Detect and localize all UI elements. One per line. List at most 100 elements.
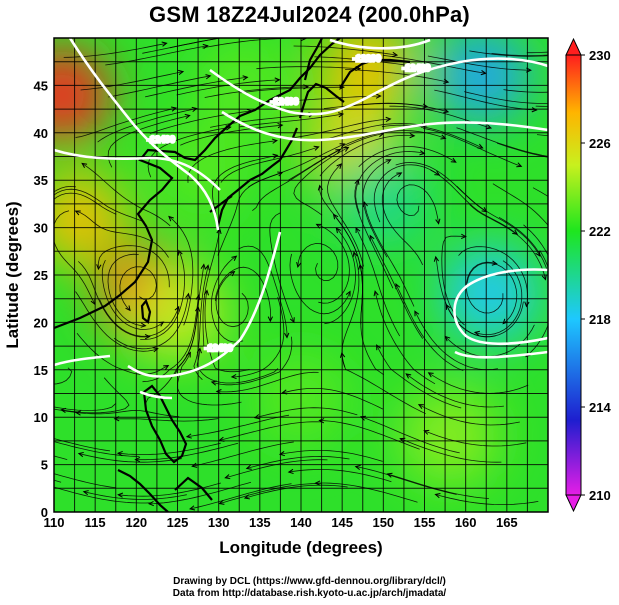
streamline <box>503 89 548 93</box>
streamline-arrowhead <box>551 325 555 330</box>
streamline <box>214 266 272 322</box>
streamline-arrowhead <box>117 492 124 498</box>
streamline <box>474 260 523 335</box>
streamline-arrowhead <box>445 303 451 310</box>
streamline <box>360 416 460 454</box>
y-tick-label: 45 <box>34 78 48 93</box>
streamline <box>204 290 250 373</box>
x-tick-label: 120 <box>125 515 147 530</box>
streamline <box>373 164 440 223</box>
streamline <box>54 185 76 193</box>
streamline-arrowhead <box>296 261 302 269</box>
field-blob <box>442 245 539 342</box>
streamline <box>177 352 242 406</box>
streamline-arrowhead <box>203 289 210 296</box>
streamline-arrowhead <box>386 472 393 478</box>
streamline <box>355 151 425 214</box>
colorbar-tick-label: 218 <box>589 312 611 327</box>
streamline-arrowhead <box>134 456 141 463</box>
x-axis-label: Longitude (degrees) <box>219 538 382 557</box>
streamline <box>525 250 548 357</box>
x-tick-label: 130 <box>208 515 230 530</box>
streamline <box>211 155 278 223</box>
streamline-arrowhead <box>405 373 412 379</box>
streamline <box>54 438 111 452</box>
streamline <box>54 210 96 305</box>
streamline-arrowhead <box>591 272 595 277</box>
streamline <box>358 146 457 168</box>
streamline <box>289 253 351 315</box>
contour-label: -12400 <box>402 63 430 73</box>
contour-label: -12400 <box>205 343 233 353</box>
streamline-arrowhead <box>417 404 424 409</box>
x-tick-label: 155 <box>414 515 436 530</box>
x-tick-label: 135 <box>249 515 271 530</box>
colorbar-tick-label: 230 <box>589 48 611 63</box>
streamline <box>239 113 344 128</box>
field-blob <box>401 388 498 485</box>
streamline-arrowhead <box>594 159 599 163</box>
streamline-arrowhead <box>96 264 102 271</box>
streamline-arrowhead <box>210 380 217 386</box>
colorbar-tick-label: 226 <box>589 136 611 151</box>
streamline <box>252 149 341 212</box>
streamline <box>193 265 209 380</box>
streamline <box>288 133 384 181</box>
y-tick-label: 25 <box>34 268 48 283</box>
streamline <box>288 469 392 483</box>
streamline-arrowhead <box>512 229 519 235</box>
streamline-arrowhead <box>375 93 382 99</box>
streamline <box>428 372 529 394</box>
y-tick-label: 35 <box>34 173 48 188</box>
streamline <box>319 420 420 450</box>
contour-label: -12400 <box>147 134 175 144</box>
streamline <box>492 183 548 226</box>
streamline-arrowhead <box>433 255 439 262</box>
streamline-arrowhead <box>205 74 212 80</box>
streamline <box>215 271 249 328</box>
streamline <box>81 163 171 227</box>
streamline <box>54 408 77 413</box>
streamline-arrowhead <box>163 365 170 370</box>
streamline <box>381 172 424 266</box>
contour-label: -12400 <box>271 96 299 106</box>
streamline <box>355 227 401 337</box>
streamline <box>54 367 73 385</box>
streamline-arrowhead <box>185 292 191 299</box>
streamline <box>211 336 293 386</box>
streamline-arrowhead <box>81 162 88 169</box>
field-blob <box>54 170 127 267</box>
streamline-arrowhead <box>335 227 342 234</box>
streamline <box>374 291 436 385</box>
streamline-arrowhead <box>547 305 548 307</box>
streamline <box>54 473 116 489</box>
streamline <box>202 229 221 347</box>
streamline <box>83 491 187 500</box>
y-axis-label: Latitude (degrees) <box>3 201 22 348</box>
streamline <box>341 352 426 415</box>
streamline-arrowhead <box>49 485 54 489</box>
streamline <box>491 53 548 56</box>
streamline <box>231 296 285 378</box>
streamline-arrowhead <box>385 159 392 165</box>
x-tick-label: 145 <box>331 515 353 530</box>
streamline <box>210 113 314 128</box>
y-tick-label: 5 <box>41 458 48 473</box>
streamline <box>118 482 222 497</box>
streamline-arrowhead <box>116 450 123 457</box>
x-tick-label: 160 <box>455 515 477 530</box>
streamline-arrowhead <box>435 218 441 225</box>
streamline <box>54 479 62 483</box>
streamline-arrowhead <box>161 41 168 47</box>
streamline <box>247 143 345 188</box>
streamline <box>108 75 211 98</box>
y-tick-labels: 0 5 10 15 20 25 30 35 40 45 <box>34 78 48 520</box>
y-tick-label: 0 <box>41 505 48 520</box>
streamline-arrowhead <box>336 163 343 169</box>
streamline-arrowhead <box>358 263 364 270</box>
streamline-arrowhead <box>148 500 154 507</box>
streamline-arrowhead <box>60 407 67 414</box>
streamline <box>246 455 350 469</box>
streamline-arrowhead <box>37 436 42 440</box>
